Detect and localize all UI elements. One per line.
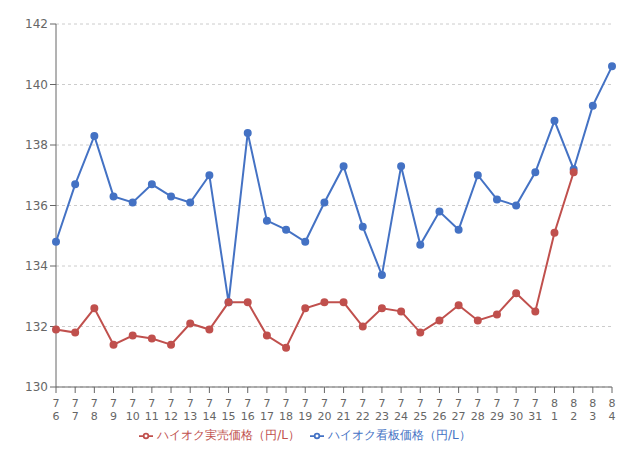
svg-text:720: 720: [317, 397, 331, 423]
svg-text:136: 136: [25, 199, 48, 213]
svg-text:730: 730: [509, 397, 523, 423]
html-text:ハイオク実売価格（円/L）: ハイオク実売価格（円/L）: [157, 428, 300, 442]
svg-text:723: 723: [375, 397, 389, 423]
svg-text:722: 722: [356, 397, 370, 423]
svg-text:724: 724: [394, 397, 408, 423]
svg-text:726: 726: [432, 397, 446, 423]
svg-text:79: 79: [110, 397, 117, 423]
svg-text:717: 717: [260, 397, 274, 423]
svg-text:83: 83: [589, 397, 596, 423]
svg-text:130: 130: [25, 380, 48, 394]
svg-text:82: 82: [570, 397, 577, 423]
svg-text:712: 712: [164, 397, 178, 423]
svg-text:728: 728: [471, 397, 485, 423]
svg-text:81: 81: [551, 397, 558, 423]
html-text:ハイオク看板価格（円/L）: ハイオク看板価格（円/L）: [328, 428, 471, 442]
svg-text:729: 729: [490, 397, 504, 423]
svg-text:76: 76: [53, 397, 60, 423]
svg-text:138: 138: [25, 138, 48, 152]
svg-text:84: 84: [609, 397, 616, 423]
svg-text:727: 727: [452, 397, 466, 423]
svg-text:719: 719: [298, 397, 312, 423]
svg-text:132: 132: [25, 320, 48, 334]
svg-text:142: 142: [25, 17, 48, 31]
svg-text:715: 715: [222, 397, 236, 423]
svg-text:710: 710: [126, 397, 140, 423]
svg-text:721: 721: [337, 397, 351, 423]
svg-text:78: 78: [91, 397, 98, 423]
svg-text:725: 725: [413, 397, 427, 423]
svg-text:716: 716: [241, 397, 255, 423]
svg-text:718: 718: [279, 397, 293, 423]
svg-text:714: 714: [202, 397, 216, 423]
svg-text:77: 77: [72, 397, 79, 423]
svg-text:713: 713: [183, 397, 197, 423]
svg-text:140: 140: [25, 78, 48, 92]
svg-text:134: 134: [25, 259, 48, 273]
svg-text:731: 731: [528, 397, 542, 423]
svg-text:711: 711: [145, 397, 159, 423]
